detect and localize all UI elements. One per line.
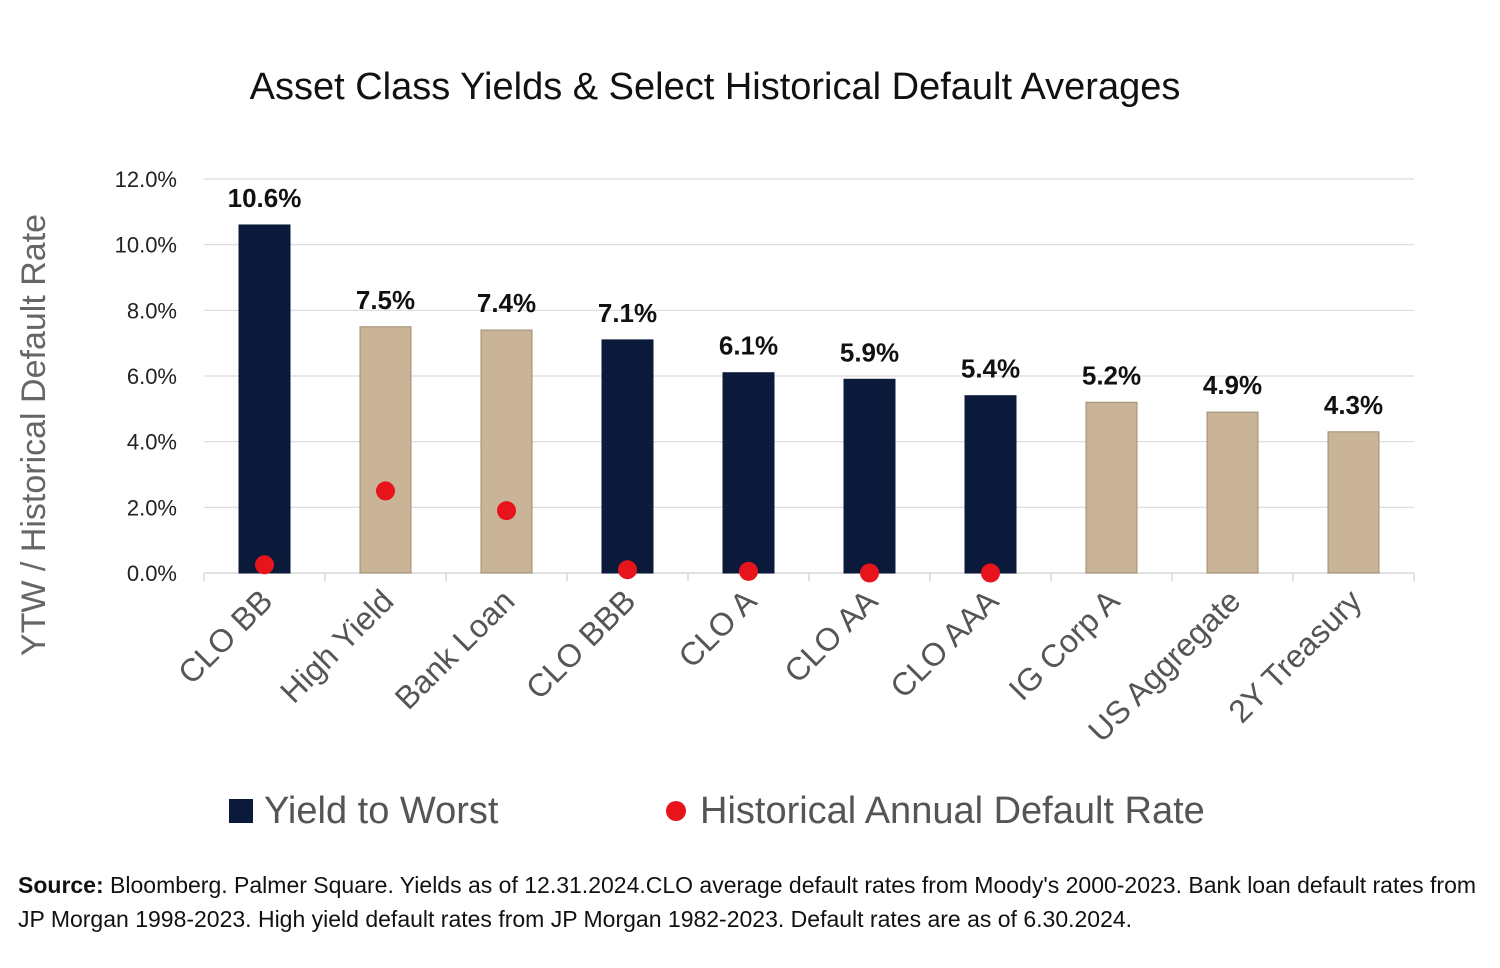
default-dot xyxy=(739,561,758,581)
data-label: 4.3% xyxy=(1324,390,1383,420)
default-dot xyxy=(618,560,637,580)
y-tick-label: 4.0% xyxy=(127,430,177,455)
x-tick-label: CLO A xyxy=(671,582,764,675)
x-tick-label: IG Corp A xyxy=(1002,582,1127,707)
data-label: 10.6% xyxy=(228,183,302,213)
legend-swatch-yield xyxy=(229,799,253,823)
bar xyxy=(722,372,775,574)
default-dot xyxy=(497,501,516,521)
bar xyxy=(1327,431,1380,574)
default-dots xyxy=(255,481,1000,583)
x-tick-label: CLO BB xyxy=(171,582,279,690)
data-label: 7.5% xyxy=(356,285,415,315)
default-dot xyxy=(376,481,395,501)
data-label: 5.2% xyxy=(1082,360,1141,390)
default-dot xyxy=(860,563,879,583)
x-tick-label: CLO AA xyxy=(777,582,885,690)
bar xyxy=(964,395,1017,574)
data-label: 6.1% xyxy=(719,331,778,361)
bar xyxy=(480,329,533,574)
bar xyxy=(601,339,654,574)
x-tick-label: CLO AAA xyxy=(883,582,1006,705)
data-label: 5.9% xyxy=(840,337,899,367)
y-axis-ticks: 0.0% 2.0% 4.0% 6.0% 8.0% 10.0% 12.0% xyxy=(115,167,177,586)
y-tick-label: 6.0% xyxy=(127,364,177,389)
x-tick-label: CLO BBB xyxy=(519,582,643,706)
legend: Yield to Worst Historical Annual Default… xyxy=(229,790,1205,832)
bars xyxy=(238,224,1380,574)
legend-label-default: Historical Annual Default Rate xyxy=(700,790,1205,832)
data-labels: 10.6% 7.5% 7.4% 7.1% 6.1% 5.9% 5.4% 5.2% 4.9% 4.3… xyxy=(228,183,1384,420)
y-tick-label: 12.0% xyxy=(115,167,177,192)
y-tick-label: 8.0% xyxy=(127,298,177,323)
x-tick-label: High Yield xyxy=(273,582,400,709)
legend-label-yield: Yield to Worst xyxy=(264,790,499,832)
default-dot xyxy=(981,563,1000,583)
source-text: Bloomberg. Palmer Square. Yields as of 1… xyxy=(18,872,1477,932)
y-axis-label: YTW / Historical Default Rate xyxy=(15,214,53,656)
default-dot xyxy=(255,555,274,575)
y-tick-label: 10.0% xyxy=(115,233,177,258)
bar xyxy=(359,326,412,574)
data-label: 7.4% xyxy=(477,288,536,318)
bar xyxy=(1206,411,1259,574)
source-label: Source: xyxy=(18,872,104,898)
data-label: 5.4% xyxy=(961,354,1020,384)
chart-title: Asset Class Yields & Select Historical D… xyxy=(250,66,1181,108)
y-tick-label: 2.0% xyxy=(127,495,177,520)
bar xyxy=(238,224,291,574)
x-tick-label: Bank Loan xyxy=(388,582,522,716)
legend-swatch-default xyxy=(666,801,686,821)
bar xyxy=(843,378,896,574)
data-label: 7.1% xyxy=(598,298,657,328)
bar xyxy=(1085,401,1138,574)
data-label: 4.9% xyxy=(1203,370,1262,400)
source-note: Source: Bloomberg. Palmer Square. Yields… xyxy=(18,868,1488,936)
chart: Asset Class Yields & Select Historical D… xyxy=(15,66,1415,832)
y-tick-label: 0.0% xyxy=(127,561,177,586)
